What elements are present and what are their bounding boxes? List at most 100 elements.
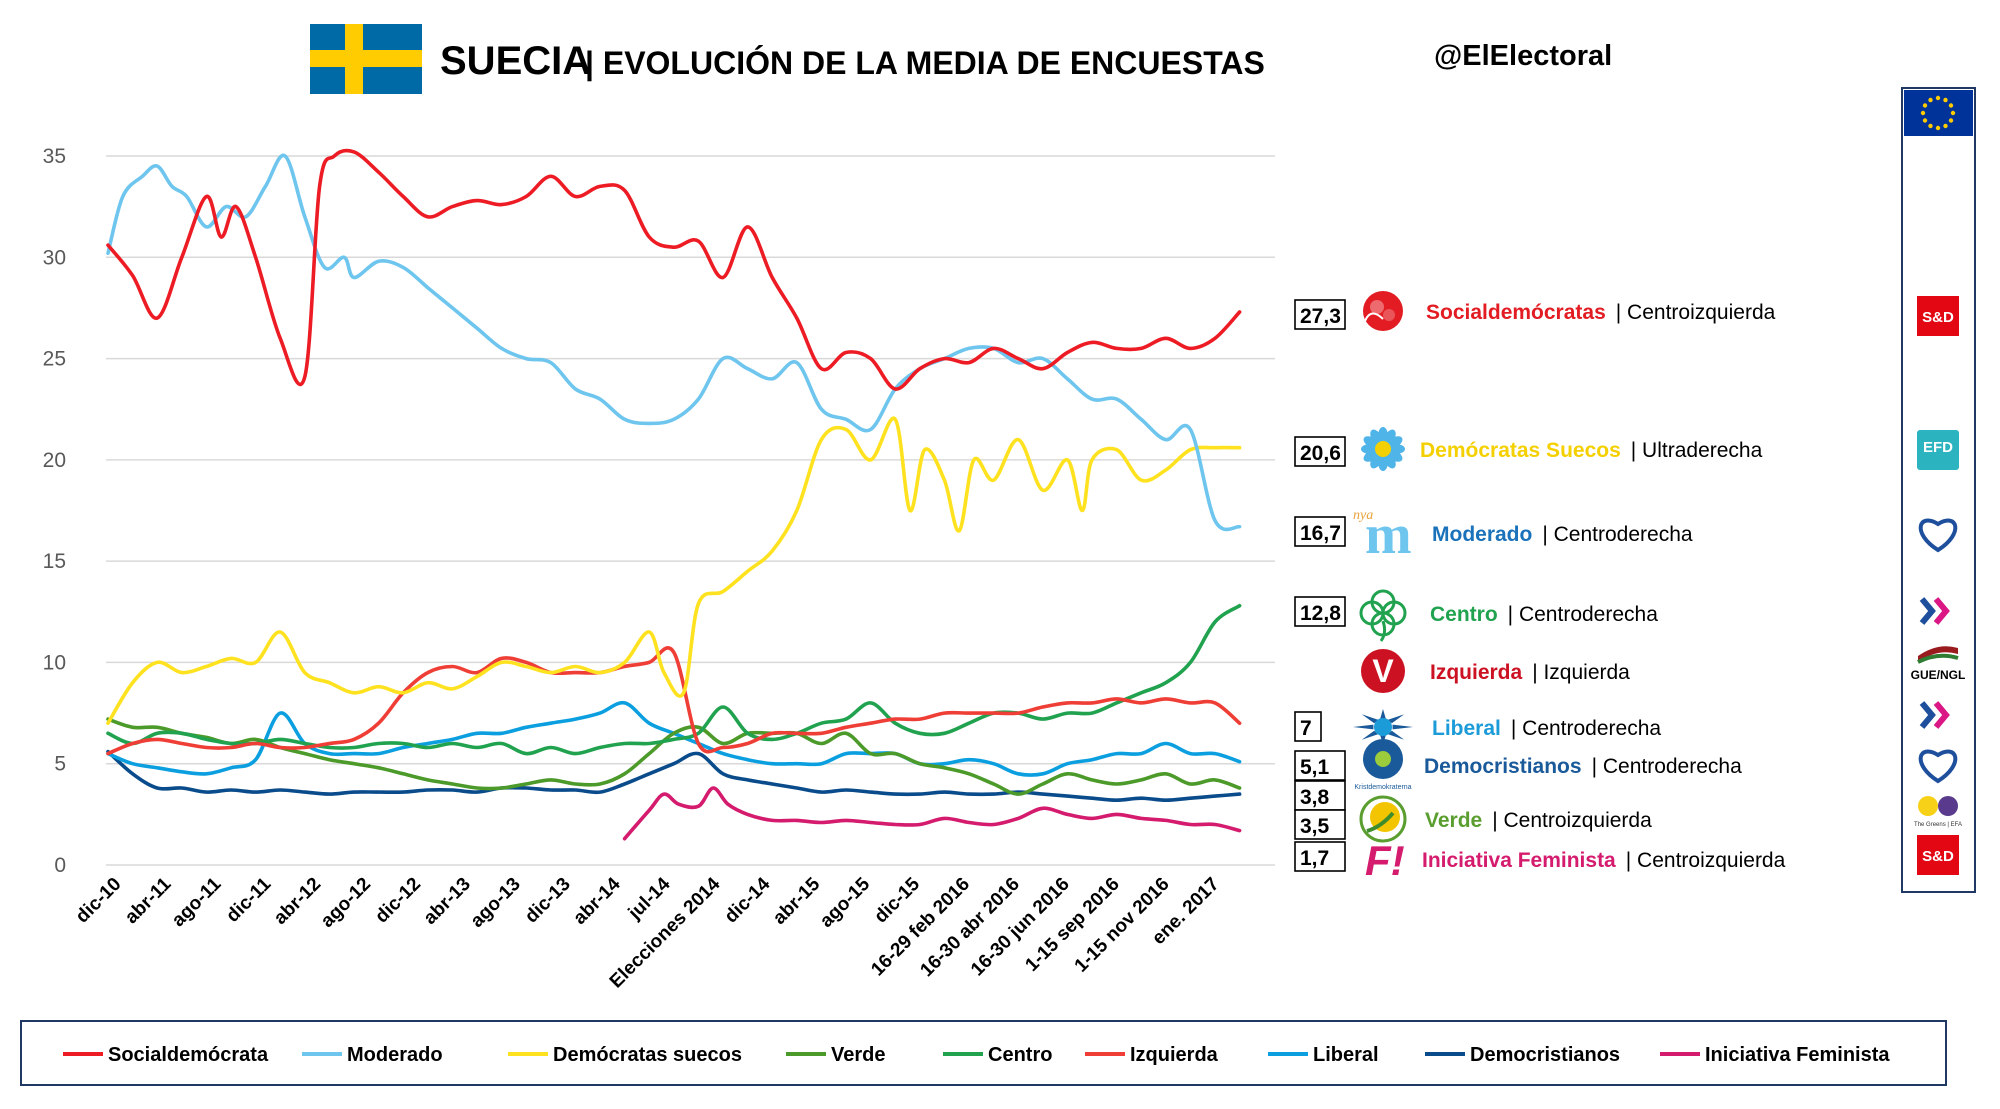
epp-heart-icon — [1918, 518, 1958, 553]
end-value-label: 7 — [1294, 711, 1322, 742]
party-entry: Socialdemócratas | Centroizquierda — [1363, 291, 1776, 331]
legend-item: Iniciativa Feminista — [1660, 1044, 1890, 1066]
svg-text:EFD: EFD — [1923, 439, 1953, 456]
flower-icon — [1361, 427, 1405, 471]
end-value-label: 12,8 — [1294, 596, 1346, 627]
legend-label: Iniciativa Feminista — [1705, 1044, 1890, 1066]
svg-text:m: m — [1365, 504, 1412, 566]
end-value-label: 16,7 — [1294, 516, 1346, 547]
legend-item: Demócratas suecos — [508, 1044, 742, 1066]
series — [106, 148, 1242, 841]
party-name: Verde — [1425, 809, 1482, 832]
cornflower-icon — [1353, 709, 1413, 745]
svg-text:5,1: 5,1 — [1300, 756, 1330, 779]
svg-text:16,7: 16,7 — [1300, 522, 1341, 545]
series-line-verde — [106, 717, 1242, 796]
party-name: Liberal — [1432, 717, 1501, 740]
svg-text:V: V — [1372, 653, 1394, 689]
series-line-democristianos — [106, 749, 1242, 802]
party-ideology: | Ultraderecha — [1631, 439, 1763, 462]
legend-item: Centro — [943, 1044, 1052, 1066]
party-list: Socialdemócratas | Centroizquierda Demócra… — [1353, 291, 1786, 884]
rose-icon — [1363, 291, 1403, 331]
v-icon: V — [1361, 649, 1405, 693]
legend-label: Democristianos — [1470, 1044, 1620, 1066]
x-tick-label: dic-14 — [721, 873, 775, 927]
x-tick-label: dic-10 — [72, 874, 126, 928]
legend-item: Democristianos — [1425, 1044, 1620, 1066]
party-entry: Kristdemokraterna Democristianos | Centrod… — [1354, 739, 1742, 791]
party-ideology: | Centroderecha — [1592, 755, 1743, 778]
clover-icon — [1359, 589, 1407, 642]
dandelion-icon — [1359, 795, 1407, 843]
legend-label: Moderado — [347, 1044, 443, 1066]
legend-label: Socialdemócrata — [108, 1044, 269, 1066]
x-tick-label: dic-12 — [371, 874, 425, 928]
y-tick-label: 30 — [43, 246, 66, 269]
svg-text:F!: F! — [1365, 837, 1405, 884]
x-tick-label: ago-13 — [467, 874, 525, 932]
party-name: Centro — [1430, 603, 1498, 626]
party-entry: Centro | Centroderecha — [1359, 589, 1659, 642]
party-ideology: | Centroderecha — [1508, 603, 1659, 626]
x-tick-label: abr-14 — [569, 873, 624, 928]
header: SUECIA | EVOLUCIÓN DE LA MEDIA DE ENCUES… — [310, 24, 1612, 94]
party-ideology: | Izquierda — [1532, 661, 1630, 684]
party-name: Moderado — [1432, 523, 1532, 546]
gue-ngl-icon: GUE/NGL — [1911, 646, 1966, 682]
party-name: Iniciativa Feminista — [1422, 849, 1616, 872]
series-line-socialdemocrata — [106, 148, 1242, 391]
svg-text:GUE/NGL: GUE/NGL — [1911, 668, 1966, 682]
sd-group-icon: S&D — [1917, 835, 1959, 875]
party-name: Socialdemócratas — [1426, 301, 1606, 324]
end-value-label: 5,1 — [1294, 750, 1346, 781]
y-tick-label: 35 — [43, 145, 66, 168]
series-line-iniciativa-feminista — [622, 786, 1242, 841]
legend-item: Izquierda — [1085, 1044, 1219, 1066]
svg-text:nya: nya — [1353, 508, 1373, 523]
legend-item: Moderado — [302, 1044, 443, 1066]
x-tick-label: dic-11 — [222, 873, 275, 926]
x-tick-label: dic-13 — [521, 874, 575, 928]
legend-label: Verde — [831, 1044, 885, 1066]
end-value-label: 1,7 — [1294, 841, 1346, 872]
series-line-centro — [106, 603, 1242, 756]
alde-chevron-icon — [1919, 597, 1950, 625]
x-tick-label: ago-11 — [168, 873, 226, 931]
legend: Socialdemócrata Moderado Demócratas suecos… — [20, 1020, 1947, 1086]
party-ideology: | Centroizquierda — [1626, 849, 1786, 872]
svg-text:1,7: 1,7 — [1300, 847, 1329, 870]
y-tick-label: 10 — [43, 651, 66, 674]
series-line-moderado — [106, 153, 1242, 532]
chart-subtitle: | EVOLUCIÓN DE LA MEDIA DE ENCUESTAS — [585, 45, 1265, 81]
x-tick-label: abr-12 — [270, 874, 325, 929]
end-value-label: 27,3 — [1294, 299, 1346, 330]
legend-label: Liberal — [1313, 1044, 1379, 1066]
x-tick-label: abr-15 — [769, 873, 824, 928]
party-entry: Liberal | Centroderecha — [1353, 709, 1661, 745]
svg-text:Kristdemokraterna: Kristdemokraterna — [1354, 784, 1411, 791]
legend-label: Centro — [988, 1044, 1052, 1066]
end-labels: 27,3 20,6 16,7 12,8 7 5,1 3,8 3,5 1,7 — [1294, 299, 1346, 872]
eu-flag-icon — [1904, 90, 1973, 136]
party-name: Izquierda — [1430, 661, 1523, 684]
party-ideology: | Centroderecha — [1511, 717, 1662, 740]
sweden-flag-icon — [310, 24, 422, 94]
party-ideology: | Centroizquierda — [1616, 301, 1776, 324]
eu-groups-panel: S&D EFD GUE/NGL The Greens | EFA S&D — [1901, 87, 1976, 893]
greens-efa-icon: The Greens | EFA — [1914, 796, 1962, 828]
party-entry: Demócratas Suecos | Ultraderecha — [1361, 427, 1763, 471]
grid — [106, 155, 1275, 866]
svg-text:S&D: S&D — [1922, 848, 1954, 865]
party-entry: Verde | Centroizquierda — [1359, 795, 1652, 843]
svg-text:3,5: 3,5 — [1300, 815, 1330, 838]
svg-text:S&D: S&D — [1922, 309, 1954, 326]
x-tick-label: ago-12 — [317, 874, 375, 932]
legend-item: Socialdemócrata — [63, 1044, 269, 1066]
svg-text:27,3: 27,3 — [1300, 305, 1341, 328]
legend-item: Liberal — [1268, 1044, 1379, 1066]
y-axis: 0 5 10 15 20 25 30 35 — [43, 145, 66, 877]
kd-icon: Kristdemokraterna — [1354, 739, 1412, 791]
svg-text:3,8: 3,8 — [1300, 786, 1330, 809]
